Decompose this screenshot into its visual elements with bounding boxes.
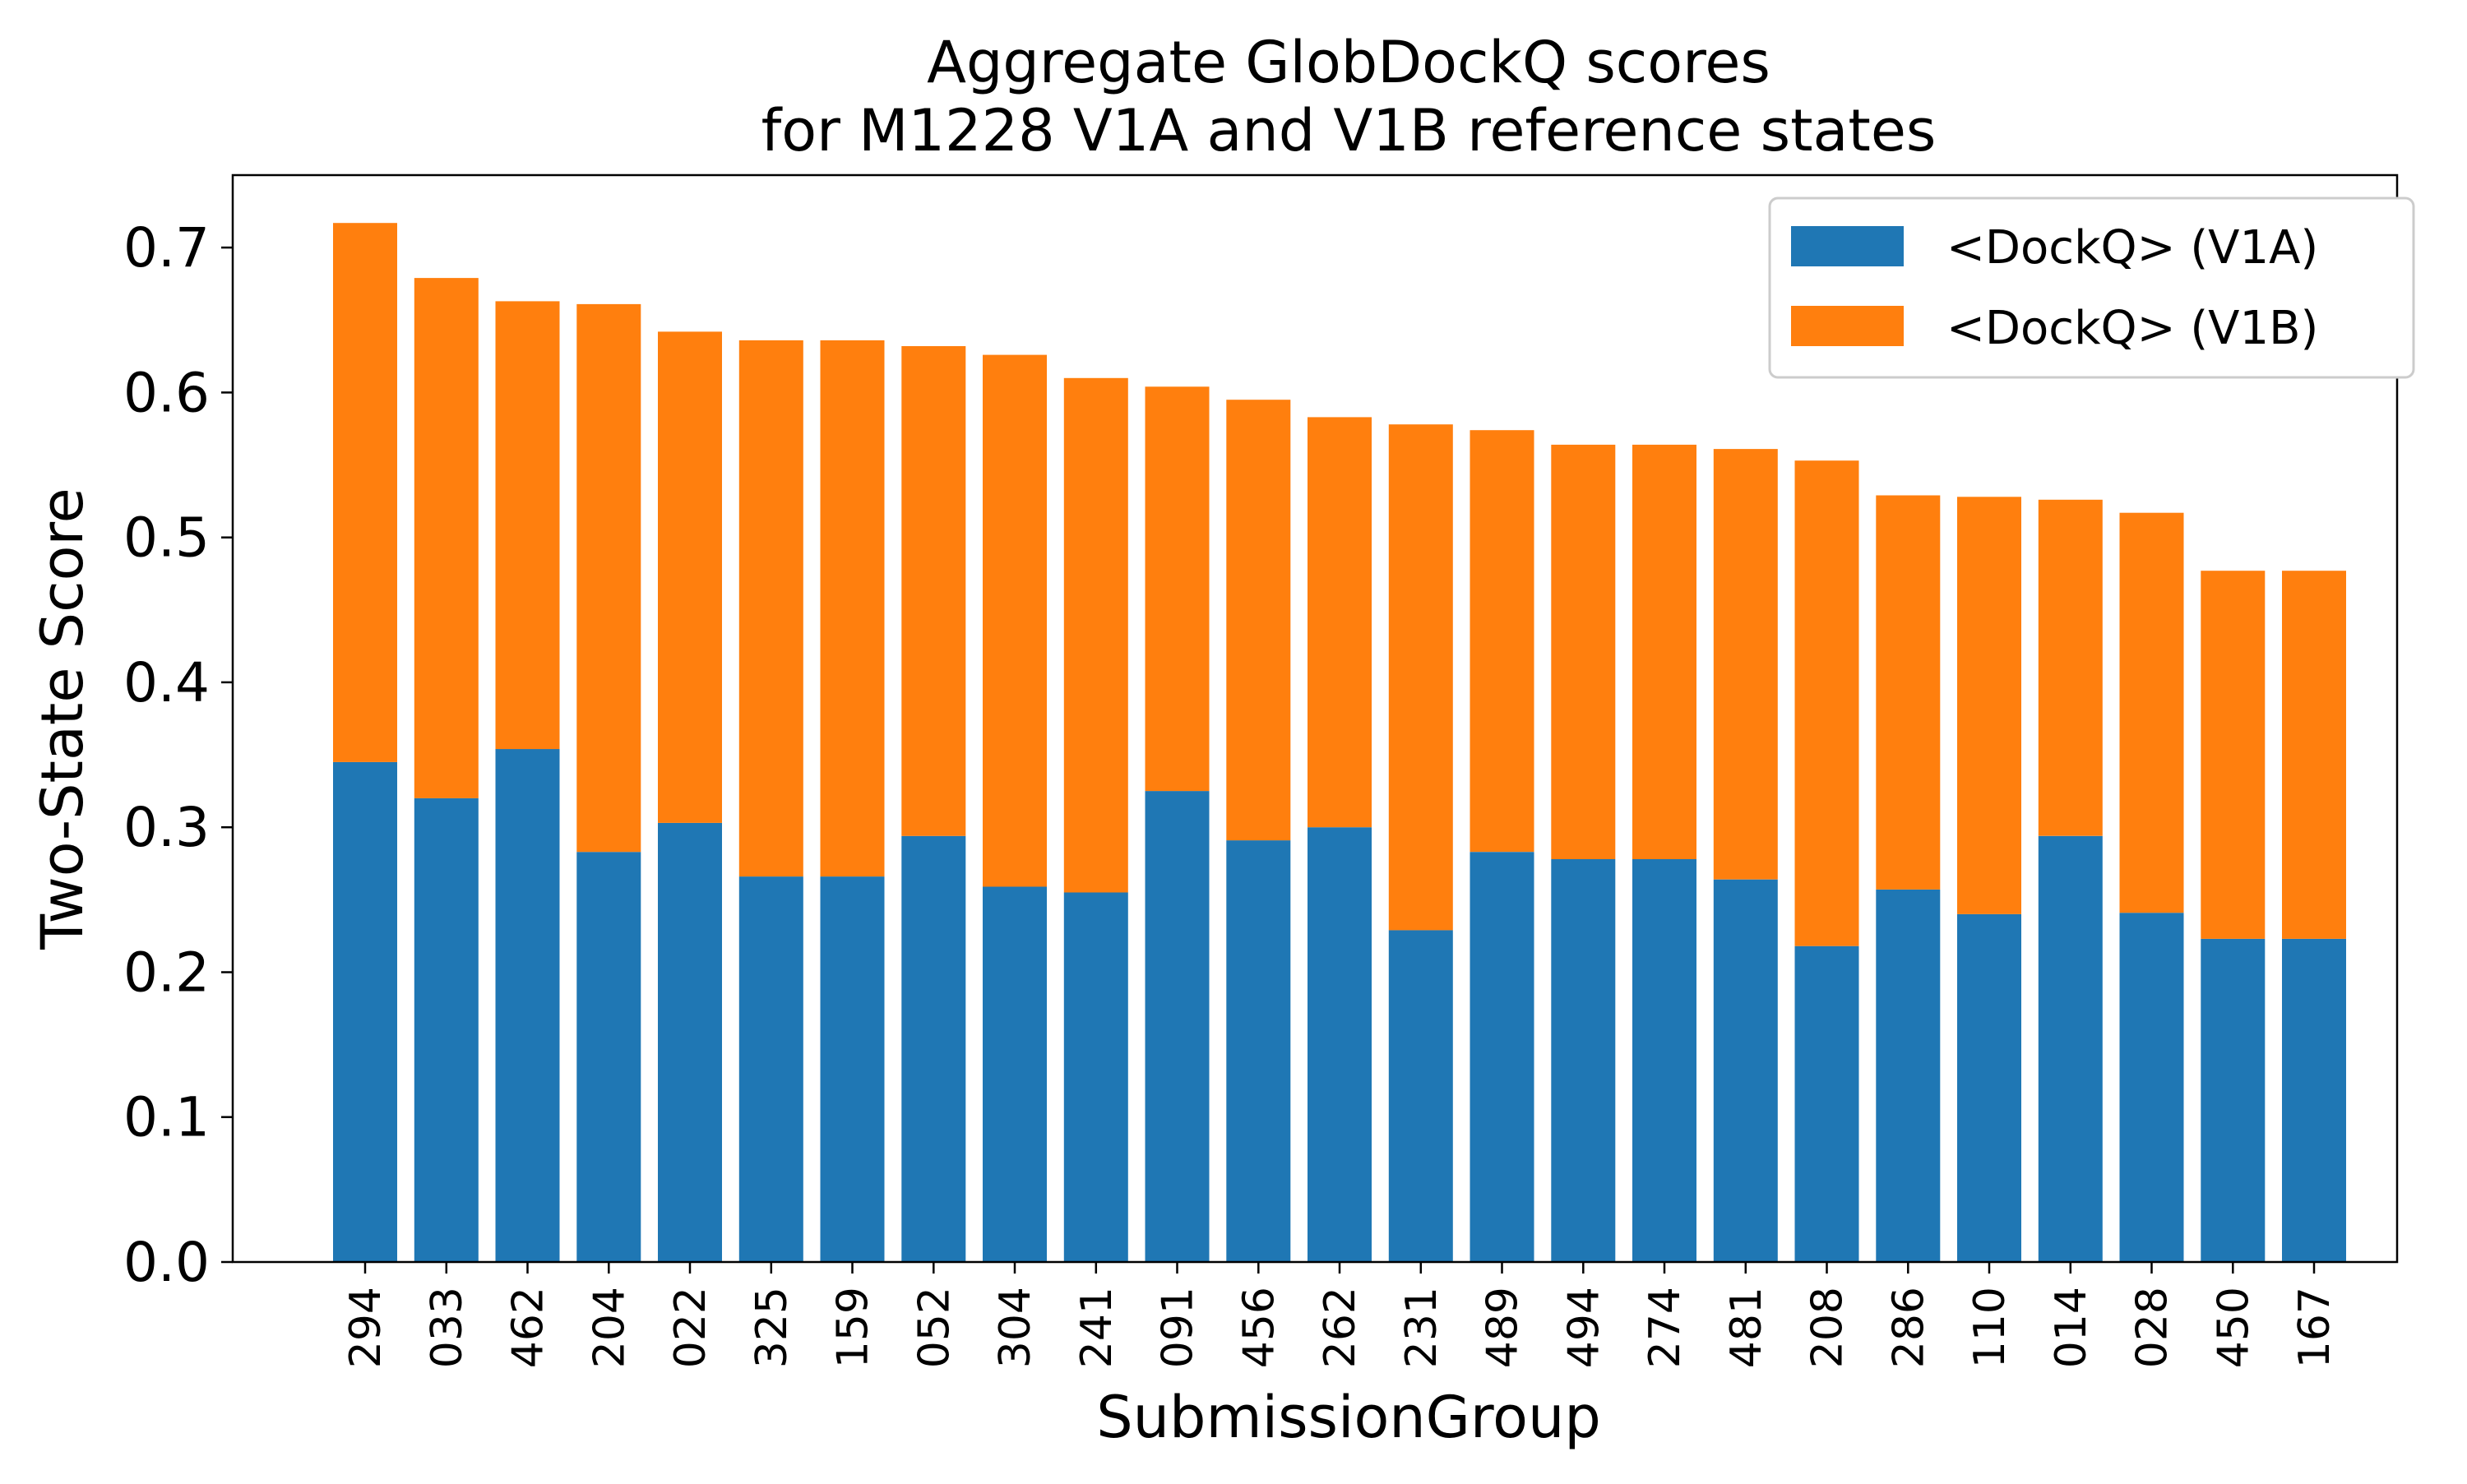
bar-304-v1b [983,354,1047,887]
bar-241-v1a [1063,892,1128,1262]
y-tick-label: 0.4 [123,651,210,714]
bar-462-v1b [495,301,560,750]
x-tick-label: 033 [423,1287,472,1368]
legend-label-v1b: <DockQ> (V1B) [1946,302,2318,355]
x-tick-label: 028 [2128,1287,2178,1368]
bar-028-v1b [2119,512,2184,913]
chart-title-line-2: for M1228 V1A and V1B reference states [761,97,1937,164]
bar-110-v1b [1957,497,2021,914]
bar-052-v1b [901,346,966,836]
bar-489-v1b [1470,430,1534,853]
bar-231-v1b [1388,424,1453,931]
bar-294-v1b [333,223,397,762]
legend-swatch-v1b [1791,306,1904,346]
chart-title-line-1: Aggregate GlobDockQ scores [927,29,1770,96]
y-tick-label: 0.6 [123,361,210,424]
bar-014-v1a [2038,835,2103,1262]
bar-159-v1b [820,340,885,877]
y-axis-label: Two-State Score [29,488,96,950]
x-tick-label: 262 [1316,1287,1365,1368]
x-tick-label: 014 [2047,1287,2096,1368]
bar-262-v1b [1308,417,1372,828]
bar-274-v1a [1632,859,1696,1262]
bar-014-v1b [2038,499,2103,836]
x-tick-label: 231 [1397,1287,1446,1368]
x-tick-label: 325 [748,1287,797,1368]
x-axis-label: SubmissionGroup [1096,1384,1601,1451]
x-tick-label: 494 [1559,1287,1608,1368]
bar-286-v1b [1876,495,1941,890]
bar-022-v1a [658,822,722,1262]
bar-241-v1b [1063,377,1128,893]
bars-layer [333,223,2346,1262]
bar-286-v1a [1876,890,1941,1262]
x-tick-label: 489 [1479,1287,1528,1368]
bar-450-v1a [2201,938,2266,1262]
bar-456-v1a [1226,840,1291,1262]
bar-204-v1b [576,303,641,853]
bar-294-v1a [333,761,397,1262]
bar-159-v1a [820,876,885,1262]
x-tick-label: 110 [1965,1287,2015,1368]
x-tick-label: 462 [504,1287,553,1368]
x-tick-label: 091 [1154,1287,1203,1368]
plot-frame [231,173,2399,1264]
bar-208-v1a [1794,945,1859,1262]
y-tick-label: 0.0 [123,1231,210,1294]
bar-167-v1a [2282,938,2346,1262]
bar-325-v1a [738,876,803,1262]
y-tick-label: 0.7 [123,216,210,280]
bar-494-v1a [1551,859,1616,1262]
y-tick-label: 0.1 [123,1086,210,1149]
bar-489-v1a [1470,852,1534,1262]
bar-091-v1a [1145,791,1210,1262]
y-tick-label: 0.3 [123,796,210,859]
x-tick-label: 450 [2209,1287,2258,1368]
bar-231-v1a [1388,930,1453,1262]
bar-481-v1b [1713,449,1778,880]
legend: <DockQ> (V1A) <DockQ> (V1B) [1768,196,2415,379]
legend-swatch-v1a [1791,226,1904,266]
bar-110-v1a [1957,914,2021,1262]
legend-label-v1a: <DockQ> (V1A) [1946,221,2318,275]
y-tick-label: 0.2 [123,941,210,1005]
x-tick-label: 304 [991,1287,1040,1368]
bar-052-v1a [901,835,966,1262]
x-tick-label: 208 [1803,1287,1853,1368]
bar-091-v1b [1145,386,1210,792]
bar-274-v1b [1632,444,1696,859]
bar-456-v1b [1226,400,1291,841]
bar-481-v1a [1713,879,1778,1262]
bar-450-v1b [2201,571,2266,939]
y-tick-label: 0.5 [123,506,210,570]
bar-494-v1b [1551,444,1616,859]
x-tick-label: 204 [585,1287,634,1368]
x-tick-label: 052 [910,1287,959,1368]
x-tick-label: 456 [1234,1287,1284,1368]
bar-204-v1a [576,852,641,1262]
bar-208-v1b [1794,460,1859,946]
x-tick-label: 286 [1884,1287,1933,1368]
x-tick-label: 022 [666,1287,715,1368]
legend-frame [1768,196,2415,379]
bar-033-v1b [414,278,479,798]
x-tick-label: 159 [829,1287,878,1368]
x-tick-label: 274 [1641,1287,1690,1368]
bar-033-v1a [414,797,479,1262]
bar-304-v1a [983,886,1047,1262]
x-tick-label: 167 [2290,1287,2340,1368]
bar-028-v1a [2119,913,2184,1262]
x-tick-label: 294 [341,1287,391,1368]
bar-262-v1a [1308,827,1372,1262]
bar-022-v1b [658,331,722,823]
x-axis: 294 033 462 204 022 325 159 052 304 241 091 456 262 2… [341,1262,2340,1368]
bar-167-v1b [2282,571,2346,939]
x-tick-label: 481 [1722,1287,1771,1368]
y-axis: 0.0 0.1 0.2 0.3 0.4 0.5 0.6 0.7 [123,216,233,1294]
x-tick-label: 241 [1072,1287,1122,1368]
bar-325-v1b [738,340,803,877]
bar-462-v1a [495,749,560,1262]
